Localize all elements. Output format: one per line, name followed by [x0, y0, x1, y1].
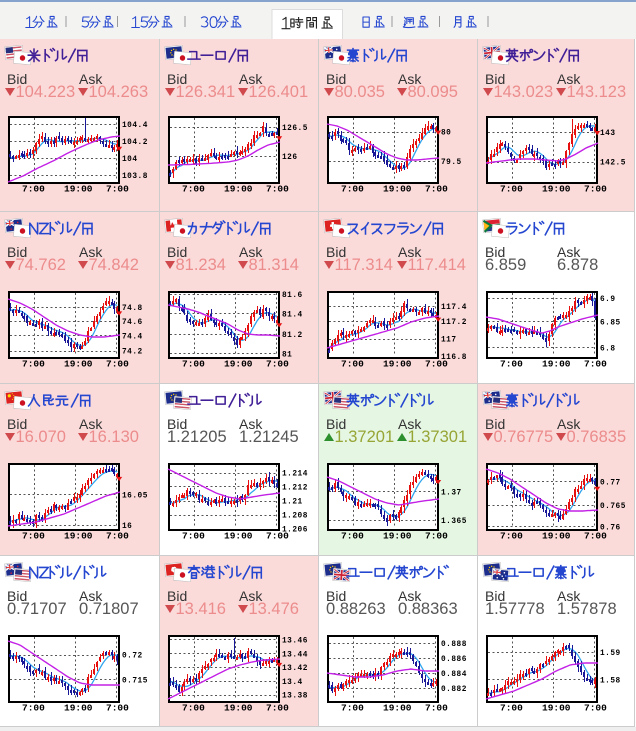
- svg-text:6.9: 6.9: [600, 296, 616, 304]
- svg-text:13.42: 13.42: [282, 665, 308, 673]
- svg-text:81.6: 81.6: [282, 292, 303, 300]
- svg-text:126: 126: [282, 154, 298, 162]
- svg-text:79.5: 79.5: [441, 159, 462, 167]
- svg-text:7:00: 7:00: [584, 703, 607, 714]
- svg-text:7:00: 7:00: [106, 184, 129, 195]
- svg-text:0.765: 0.765: [600, 503, 626, 511]
- svg-text:19:00: 19:00: [383, 703, 412, 714]
- svg-text:19:00: 19:00: [383, 184, 412, 195]
- svg-text:74.4: 74.4: [122, 334, 143, 342]
- svg-text:19:00: 19:00: [542, 359, 571, 370]
- svg-text:7:00: 7:00: [500, 359, 523, 370]
- svg-text:7:00: 7:00: [584, 531, 607, 542]
- svg-text:19:00: 19:00: [542, 703, 571, 714]
- svg-text:1.208: 1.208: [282, 513, 308, 521]
- svg-text:81: 81: [282, 352, 292, 360]
- svg-text:13.44: 13.44: [282, 651, 308, 659]
- svg-text:19:00: 19:00: [224, 184, 253, 195]
- svg-text:0.882: 0.882: [441, 686, 467, 694]
- svg-text:0.888: 0.888: [441, 641, 467, 649]
- svg-text:7:00: 7:00: [266, 703, 289, 714]
- svg-text:0.76: 0.76: [600, 524, 621, 532]
- svg-text:104.2: 104.2: [122, 139, 148, 147]
- svg-text:0.715: 0.715: [122, 678, 148, 686]
- svg-text:81.4: 81.4: [282, 312, 303, 320]
- svg-text:6.8: 6.8: [600, 346, 616, 354]
- svg-text:116.8: 116.8: [441, 354, 467, 362]
- svg-text:0.72: 0.72: [122, 653, 143, 661]
- svg-text:7:00: 7:00: [266, 184, 289, 195]
- svg-text:7:00: 7:00: [425, 531, 448, 542]
- svg-text:7:00: 7:00: [266, 531, 289, 542]
- svg-text:1.37: 1.37: [441, 489, 462, 497]
- svg-text:103.8: 103.8: [122, 173, 148, 181]
- svg-text:19:00: 19:00: [542, 531, 571, 542]
- svg-text:16.05: 16.05: [122, 492, 148, 500]
- svg-text:7:00: 7:00: [22, 184, 45, 195]
- svg-text:0.886: 0.886: [441, 656, 467, 664]
- svg-text:143: 143: [600, 130, 616, 138]
- svg-text:7:00: 7:00: [106, 531, 129, 542]
- svg-text:6.85: 6.85: [600, 320, 621, 328]
- svg-text:7:00: 7:00: [341, 531, 364, 542]
- svg-text:7:00: 7:00: [425, 359, 448, 370]
- svg-text:7:00: 7:00: [182, 531, 205, 542]
- svg-text:19:00: 19:00: [64, 184, 93, 195]
- svg-text:7:00: 7:00: [266, 359, 289, 370]
- svg-text:19:00: 19:00: [383, 359, 412, 370]
- svg-text:7:00: 7:00: [341, 359, 364, 370]
- svg-text:126.5: 126.5: [282, 125, 308, 133]
- svg-text:7:00: 7:00: [182, 359, 205, 370]
- svg-text:7:00: 7:00: [500, 184, 523, 195]
- svg-text:142.5: 142.5: [600, 160, 626, 168]
- svg-text:7:00: 7:00: [584, 184, 607, 195]
- svg-text:1.206: 1.206: [282, 526, 308, 534]
- svg-text:7:00: 7:00: [182, 703, 205, 714]
- svg-text:13.38: 13.38: [282, 693, 308, 701]
- svg-text:0.77: 0.77: [600, 479, 621, 487]
- svg-text:7:00: 7:00: [341, 703, 364, 714]
- svg-text:19:00: 19:00: [542, 184, 571, 195]
- svg-text:1.21: 1.21: [282, 499, 303, 507]
- svg-text:74.2: 74.2: [122, 349, 143, 357]
- svg-text:1.365: 1.365: [441, 518, 467, 526]
- svg-text:19:00: 19:00: [64, 359, 93, 370]
- svg-text:19:00: 19:00: [64, 531, 93, 542]
- svg-text:104.4: 104.4: [122, 122, 148, 130]
- svg-text:7:00: 7:00: [425, 184, 448, 195]
- svg-text:74.6: 74.6: [122, 319, 143, 327]
- svg-text:7:00: 7:00: [182, 184, 205, 195]
- svg-text:19:00: 19:00: [383, 531, 412, 542]
- svg-text:7:00: 7:00: [341, 184, 364, 195]
- svg-text:117.4: 117.4: [441, 304, 467, 312]
- svg-text:7:00: 7:00: [425, 703, 448, 714]
- svg-text:117.2: 117.2: [441, 319, 467, 327]
- svg-text:74.8: 74.8: [122, 305, 143, 313]
- svg-text:16: 16: [122, 523, 132, 531]
- svg-text:7:00: 7:00: [584, 359, 607, 370]
- svg-text:7:00: 7:00: [22, 703, 45, 714]
- svg-text:80: 80: [441, 130, 451, 138]
- svg-text:13.4: 13.4: [282, 679, 303, 687]
- svg-text:81.2: 81.2: [282, 332, 303, 340]
- svg-text:117: 117: [441, 337, 457, 345]
- svg-text:19:00: 19:00: [224, 359, 253, 370]
- svg-text:1.214: 1.214: [282, 471, 308, 479]
- svg-text:19:00: 19:00: [64, 703, 93, 714]
- svg-text:7:00: 7:00: [22, 359, 45, 370]
- svg-text:1.58: 1.58: [600, 678, 621, 686]
- svg-text:1.59: 1.59: [600, 650, 621, 658]
- svg-text:7:00: 7:00: [106, 703, 129, 714]
- svg-text:13.46: 13.46: [282, 638, 308, 646]
- svg-text:7:00: 7:00: [106, 359, 129, 370]
- svg-text:0.884: 0.884: [441, 671, 467, 679]
- svg-text:19:00: 19:00: [224, 531, 253, 542]
- svg-text:19:00: 19:00: [224, 703, 253, 714]
- svg-text:104: 104: [122, 156, 138, 164]
- svg-text:7:00: 7:00: [22, 531, 45, 542]
- svg-text:7:00: 7:00: [500, 703, 523, 714]
- svg-text:1.212: 1.212: [282, 484, 308, 492]
- svg-text:7:00: 7:00: [500, 531, 523, 542]
